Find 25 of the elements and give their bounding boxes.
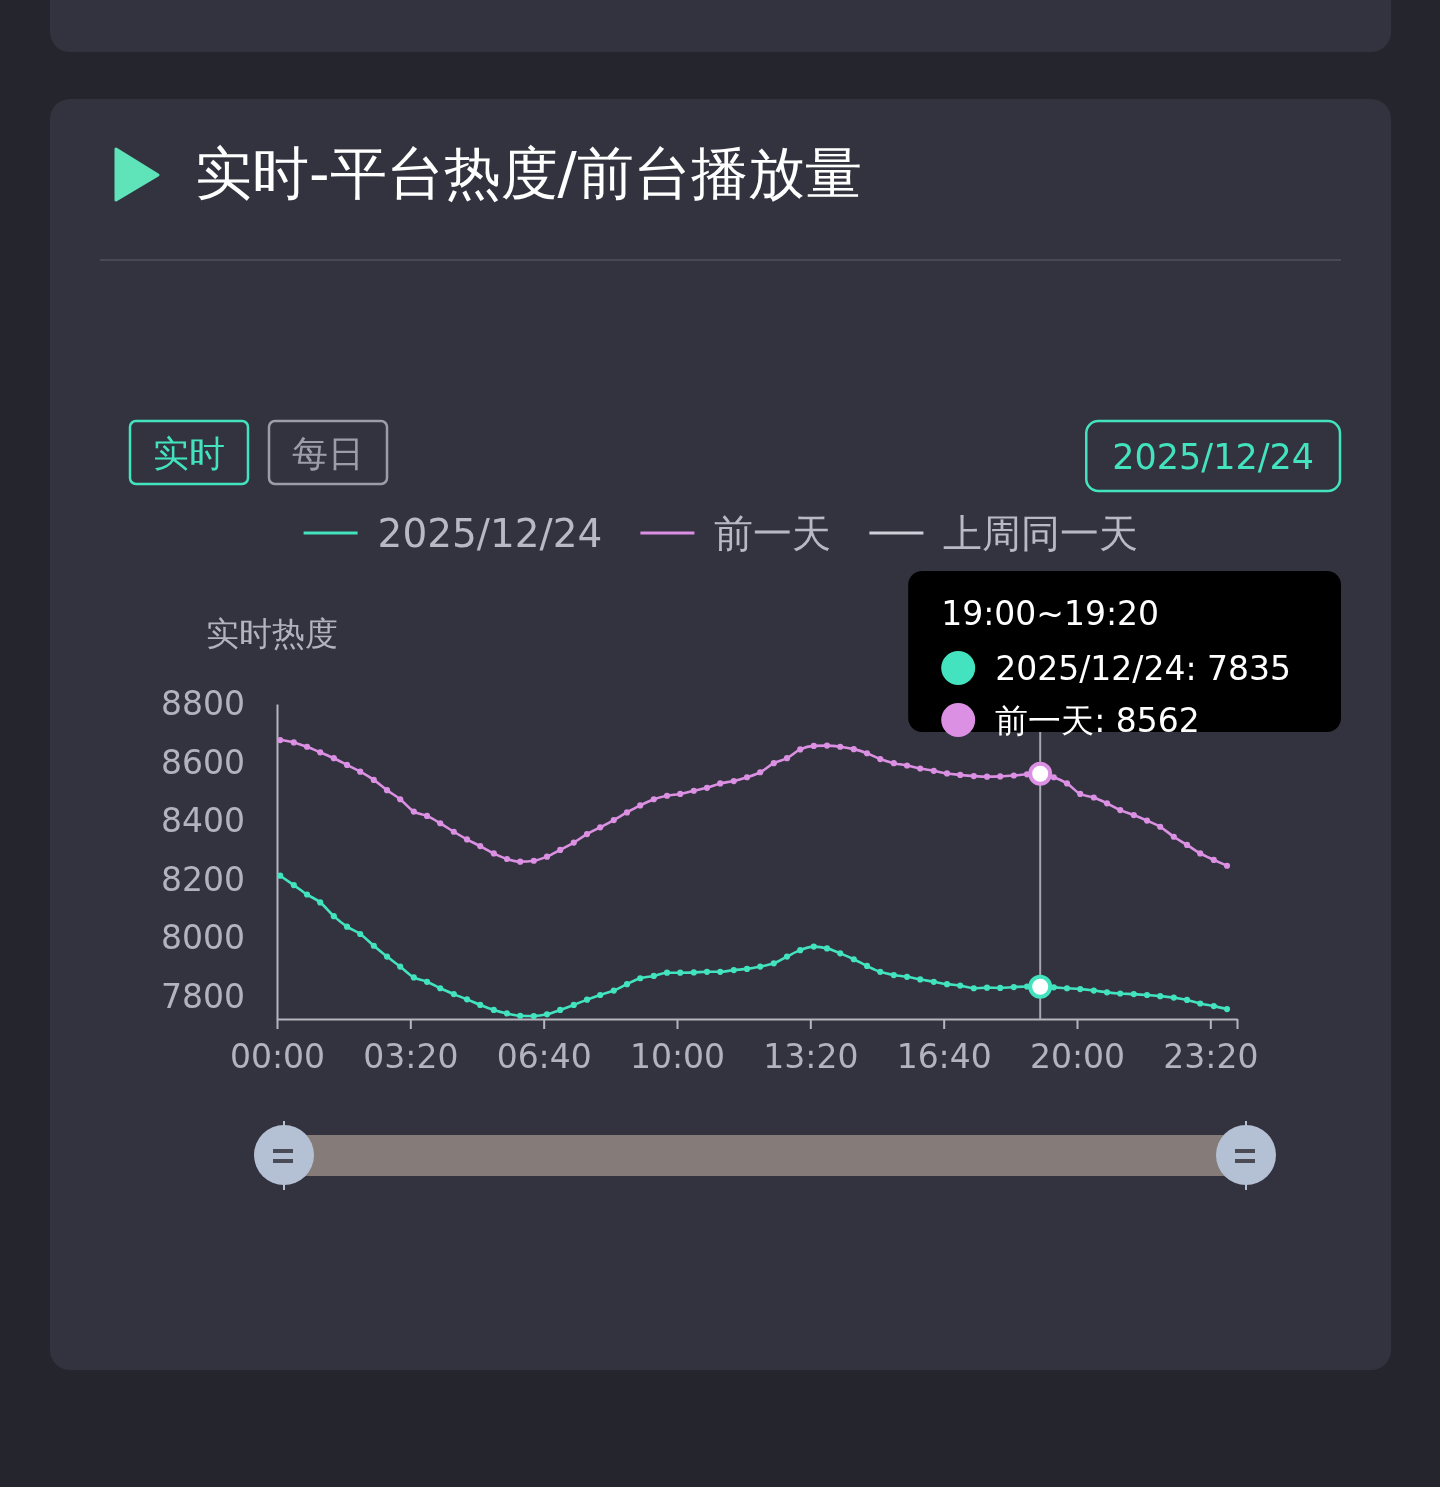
chart-title: 实时-平台热度/前台播放量: [195, 140, 862, 206]
y-tick-label: 7800: [161, 977, 245, 1017]
x-tick-label: 03:20: [363, 1037, 459, 1077]
legend-label: 2025/12/24: [377, 511, 603, 556]
text: 19:00~19:20: [941, 594, 1160, 633]
y-tick-label: 8000: [161, 918, 245, 958]
text: 2025/12/24: [1112, 437, 1314, 477]
annotation: 前一天: 8562: [995, 701, 1200, 740]
x-tick-label: 13:20: [763, 1037, 859, 1077]
x-tick-label: 00:00: [229, 1037, 326, 1077]
y-tick-label: 8600: [161, 742, 245, 782]
y-tick-label: 8800: [161, 684, 245, 724]
y-tick-label: 8200: [161, 859, 245, 899]
legend-label: 前一天: [714, 511, 832, 556]
text: 实时: [153, 433, 225, 474]
text: 2025/12/24: 7835: [995, 649, 1291, 688]
x-tick-label: 20:00: [1029, 1037, 1126, 1077]
legend-label: 上周同一天: [943, 511, 1139, 556]
x-tick-label: 06:40: [496, 1037, 592, 1077]
y-axis-title: 实时热度: [206, 614, 338, 653]
x-tick-label: 16:40: [896, 1037, 992, 1077]
x-tick-label: 23:20: [1163, 1037, 1259, 1077]
y-tick-label: 8400: [161, 801, 245, 841]
text: 每日: [292, 433, 364, 474]
x-tick-label: 10:00: [629, 1037, 726, 1077]
